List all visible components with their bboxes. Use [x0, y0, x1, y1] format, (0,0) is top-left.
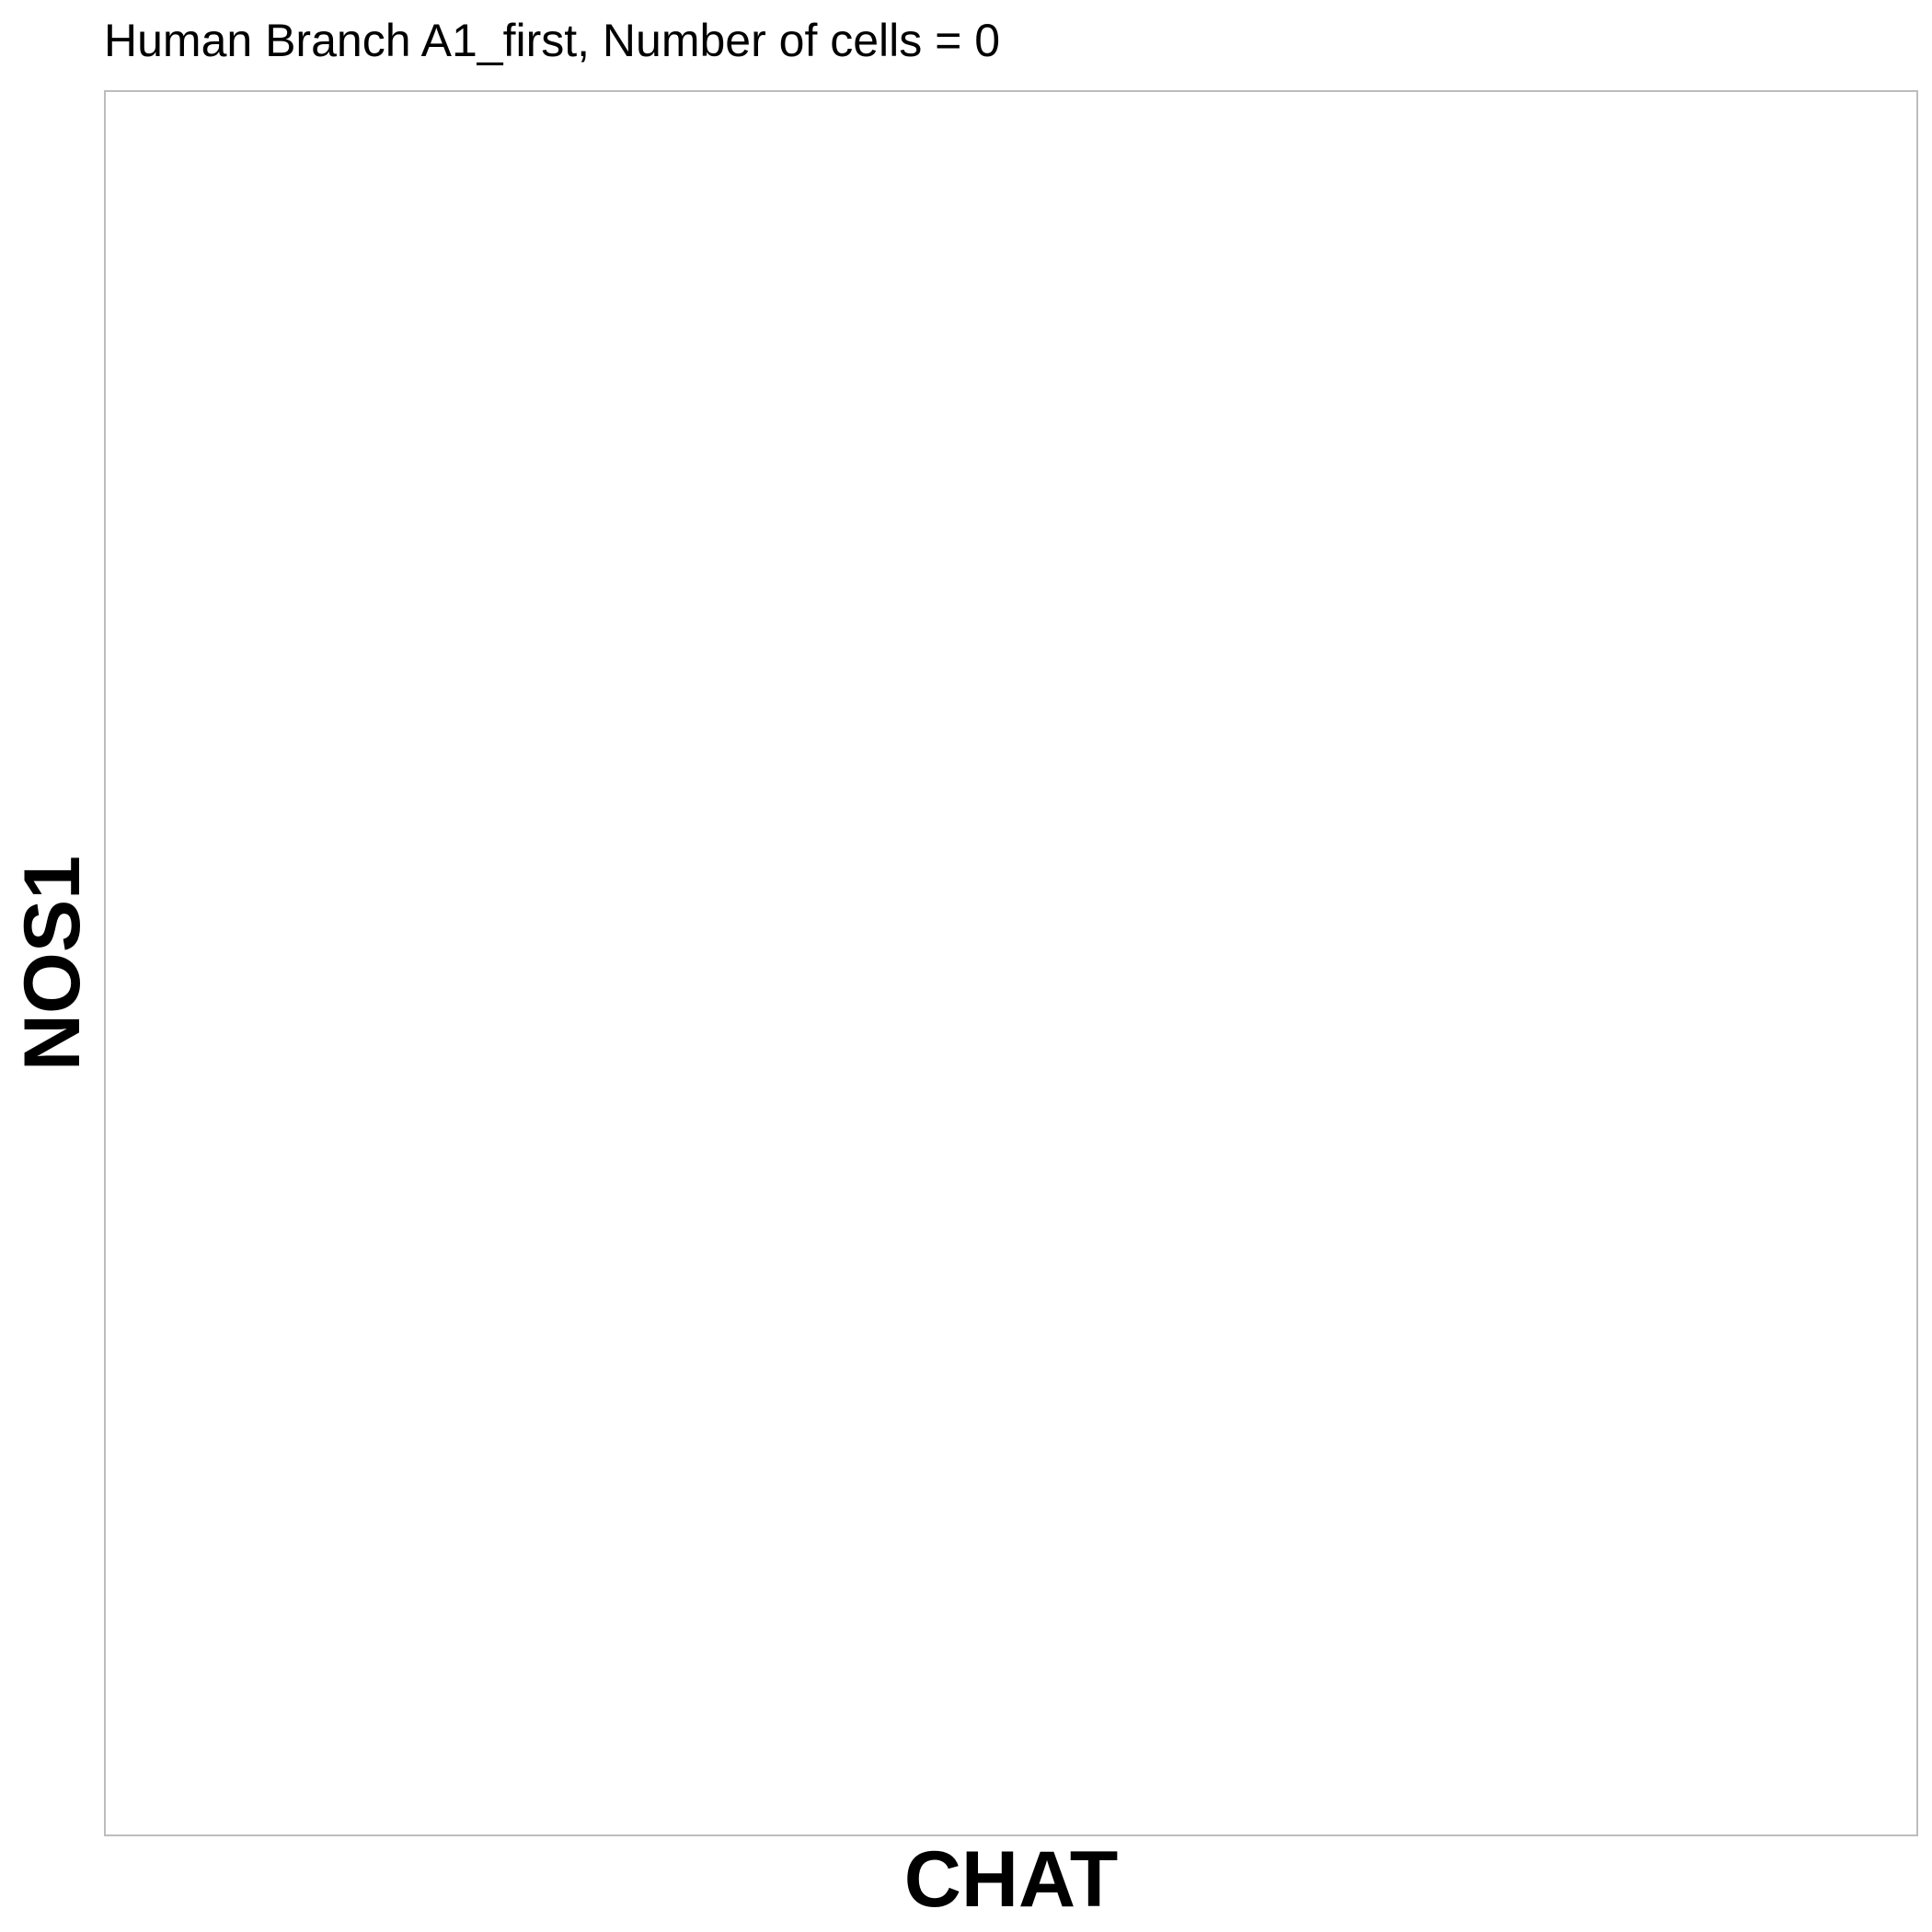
y-axis-label: NOS1 [8, 855, 97, 1072]
scatter-plot-area [106, 92, 1916, 1834]
x-axis-label: CHAT [903, 1835, 1119, 1924]
chart-title: Human Branch A1_first, Number of cells =… [104, 15, 1001, 66]
plot-panel [104, 90, 1918, 1836]
